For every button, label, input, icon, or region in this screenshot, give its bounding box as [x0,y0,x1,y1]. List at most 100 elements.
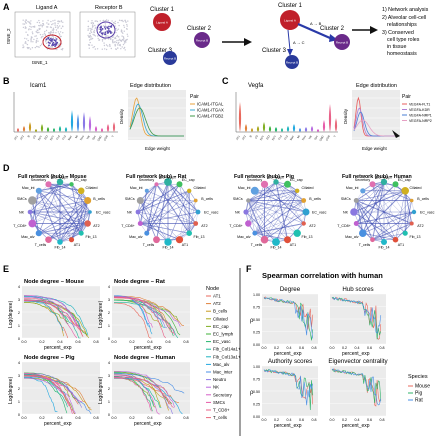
degree-ylabel: Log(degree) [98,376,104,404]
degree-curve [114,371,175,408]
tsne-point [89,41,91,44]
y-tick: 0.50 [253,390,260,394]
tsne-point [101,48,104,50]
tsne-point [42,24,45,26]
legend-item: EC_cap [213,324,229,329]
network-edge [137,211,196,224]
tsne-point [89,27,91,30]
legend-item: B_cells [213,309,228,314]
network-edge [356,211,415,224]
tsne-point [122,43,125,46]
tsne-point [114,37,116,40]
tsne-point [119,38,121,40]
legend-item: VEGFA-NRP1 [409,114,432,118]
x-tick: 0.0 [111,340,116,344]
tsne-point [126,33,128,35]
tsne-point [122,36,125,38]
violin [40,124,44,132]
tsne-point [123,38,125,40]
network-node [69,182,74,187]
tsne-point [55,32,57,34]
network-node [193,198,198,203]
panel-letter-f: F [246,264,252,274]
tsne-point [30,28,32,31]
tsne-point [118,19,121,21]
tsne-point [31,47,34,49]
violin-label: CD8 [325,134,331,141]
spearman-xlabel: percent_exp [274,423,302,429]
tsne-point [24,26,27,28]
tsne-point [54,26,57,28]
tsne-point-high [49,42,51,44]
x-tick: 0.6 [165,340,170,344]
x-tick: 0.6 [299,418,304,422]
network-node [353,221,359,226]
tsne-title-receptor: Receptor B [95,5,123,11]
tsne-point [119,45,122,47]
network-node [84,220,91,227]
network-node-label: EC_lymph [376,176,393,180]
tsne-point [33,38,35,41]
spearman-xlabel: percent_exp [274,351,302,357]
violin-label: Mi [74,134,79,139]
x-tick: 0.4 [147,340,152,344]
legend-item: Pig [415,391,422,397]
tsne-point [117,21,119,24]
y-tick: 3 [108,374,110,378]
network-node-label: Mac_int [238,186,251,190]
tsne-point [92,25,94,28]
network-node-label: B_cells [309,197,321,201]
violin-label: ECl [43,134,49,140]
spearman-curve [263,369,314,406]
degree-curve [23,300,83,337]
legend-item: SMCs [213,400,226,405]
tsne-point-high [55,44,58,46]
tsne-point [22,23,24,25]
network-node-label: AT1 [290,243,296,247]
network-node-label: EC_lymph [268,176,285,180]
network-node-label: Fib_13 [86,235,97,239]
step-1: 1) Network analysis [382,7,429,13]
network-edge [248,184,265,224]
spearman-ylabel: ρ [250,390,254,396]
network-node [250,186,259,195]
tsne-point [22,44,24,46]
tsne-point [99,20,102,22]
degree-ylabel: Log(degree) [98,300,104,328]
legend-item: EC_lymph [213,332,234,337]
receptor-node-label-right-b: Recept B [286,61,298,65]
tsne-point-high [104,26,106,28]
spearman-curve [331,368,382,406]
tsne-point [114,45,116,47]
network-edge [404,190,413,224]
network-edge [372,181,385,240]
violin-label: ECl [265,134,271,140]
legend-item: T_cells [213,415,228,420]
tsne-point [27,39,29,42]
y-tick: 4 [108,361,110,365]
x-tick: 0.2 [274,418,279,422]
spearman-panels: Degree 1.00 0.75 0.50 0.25 0.00 ρ 0.0 0.2 0.4 0.6 0… [250,286,388,429]
network-edge [372,184,412,224]
panel-letter-c: C [222,76,229,86]
spearman-xlabel: percent_exp [342,351,370,357]
ligand-node-label: Ligand A [156,21,168,25]
tsne-point [114,25,116,27]
network-edge [254,200,304,234]
degree-xlabel: percent_exp [44,345,72,351]
tsne-point [22,26,25,29]
y-tick: 4 [18,361,20,365]
y-tick: 0 [18,337,20,341]
tsne-point [98,39,101,41]
tsne-point-high [104,33,106,36]
tsne-point [51,29,54,31]
tsne-point [90,36,92,38]
y-tick: 0 [108,413,110,417]
tsne-point [95,20,97,22]
network-title: Full network (hub) – Rat [126,174,187,180]
legend-item: ICAM1-ITGAX [197,108,224,113]
network-edge [48,184,88,224]
tsne-point [121,46,123,48]
x-tick: 0.6 [165,416,170,420]
node-legend-title: Node [206,286,219,292]
